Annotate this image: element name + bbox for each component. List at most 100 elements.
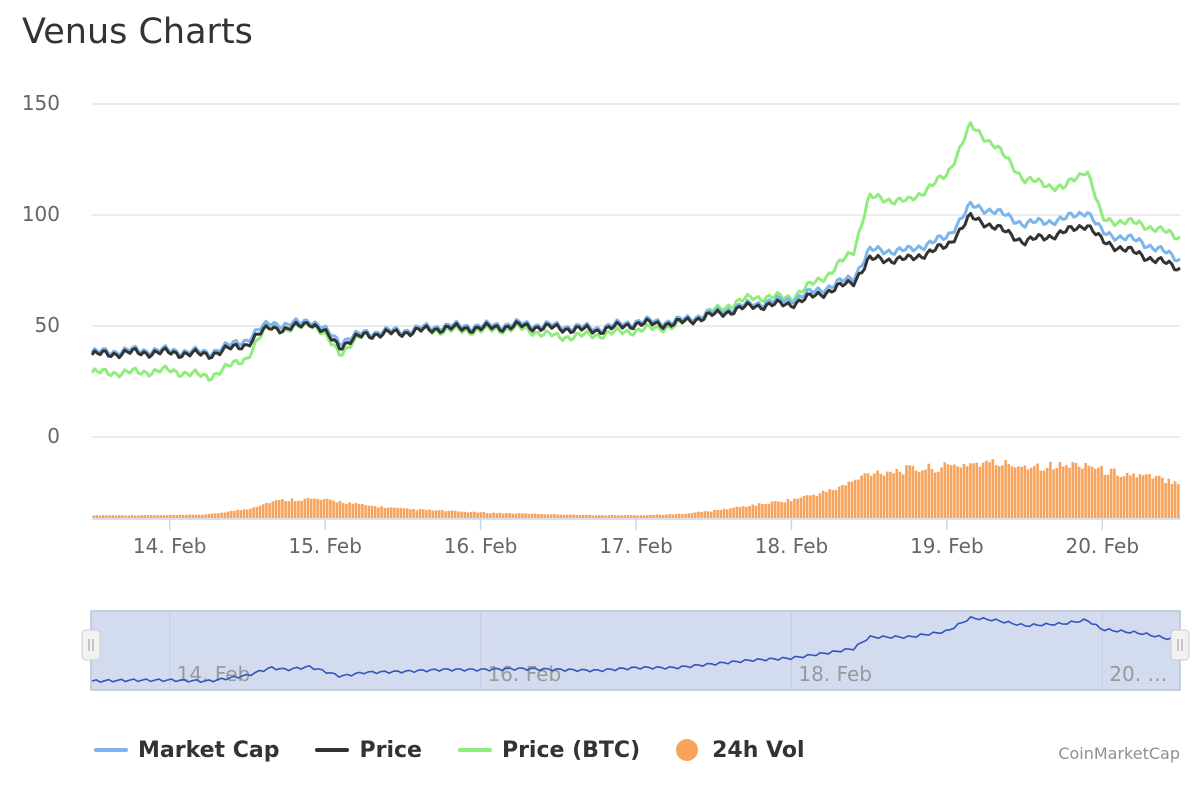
volume-bar bbox=[357, 503, 361, 518]
volume-bar bbox=[226, 511, 230, 518]
volume-bar bbox=[767, 503, 771, 518]
volume-bar bbox=[1036, 463, 1039, 518]
volume-bar bbox=[130, 515, 134, 518]
volume-bar bbox=[706, 511, 710, 518]
x-tick-label: 19. Feb bbox=[910, 534, 984, 558]
volume-bar bbox=[556, 514, 559, 518]
legend-item-24h-vol[interactable]: 24h Vol bbox=[676, 738, 805, 763]
volume-bar bbox=[1109, 468, 1113, 518]
volume-bar bbox=[322, 499, 326, 518]
x-axis: 14. Feb 15. Feb 16. Feb 17. Feb 18. Feb 19. F… bbox=[92, 518, 1180, 558]
legend-item-price-btc[interactable]: Price (BTC) bbox=[457, 738, 640, 763]
volume-bar bbox=[757, 503, 761, 518]
y-tick-label: 150 bbox=[22, 91, 60, 115]
volume-bars bbox=[92, 459, 1180, 518]
volume-bar bbox=[828, 488, 831, 518]
legend-circle-icon bbox=[676, 739, 699, 761]
volume-bar bbox=[1081, 468, 1084, 518]
volume-bar bbox=[735, 506, 739, 518]
volume-bar bbox=[402, 508, 406, 518]
volume-bar bbox=[1013, 467, 1017, 518]
legend-label: Price bbox=[359, 737, 422, 763]
volume-bar bbox=[303, 498, 307, 518]
x-tick-label: 20. Feb bbox=[1065, 534, 1139, 558]
volume-bar bbox=[674, 514, 678, 518]
volume-bar bbox=[457, 511, 460, 518]
volume-bar bbox=[117, 515, 121, 518]
volume-bar bbox=[725, 509, 729, 518]
volume-bar bbox=[930, 469, 934, 518]
volume-bar bbox=[649, 514, 652, 518]
volume-bar bbox=[1055, 468, 1059, 518]
volume-bar bbox=[261, 504, 265, 518]
volume-bar bbox=[434, 510, 438, 518]
series-line-price bbox=[90, 212, 1181, 360]
volume-bar bbox=[937, 471, 940, 518]
volume-bar bbox=[508, 513, 511, 518]
navigator-handle-left[interactable] bbox=[81, 629, 101, 661]
volume-bar bbox=[901, 474, 905, 518]
volume-bar bbox=[610, 515, 614, 518]
legend-item-market-cap[interactable]: Market Cap bbox=[94, 738, 279, 763]
volume-bar bbox=[639, 515, 643, 518]
volume-bar bbox=[153, 515, 156, 518]
volume-bar bbox=[940, 467, 943, 518]
volume-bar bbox=[1074, 462, 1078, 518]
volume-bar bbox=[863, 473, 867, 518]
volume-bar bbox=[594, 515, 598, 518]
volume-bar bbox=[636, 515, 639, 518]
volume-bar bbox=[1068, 467, 1071, 518]
volume-bar bbox=[1017, 466, 1020, 518]
volume-bar bbox=[335, 502, 339, 518]
y-axis-labels: 0 50 100 150 bbox=[22, 91, 60, 448]
legend-line-icon bbox=[94, 748, 128, 752]
volume-bar bbox=[895, 468, 899, 518]
volume-bar bbox=[1065, 465, 1068, 518]
volume-bar bbox=[281, 499, 284, 518]
credit-link[interactable]: CoinMarketCap bbox=[1058, 744, 1180, 763]
volume-bar bbox=[655, 514, 659, 518]
volume-bar bbox=[604, 515, 607, 518]
volume-bar bbox=[524, 513, 527, 518]
volume-bar bbox=[751, 504, 755, 518]
volume-bar bbox=[511, 513, 515, 518]
legend-line-icon bbox=[315, 748, 350, 752]
volume-bar bbox=[978, 466, 982, 518]
volume-bar bbox=[146, 515, 150, 518]
volume-bar bbox=[213, 513, 217, 518]
volume-bar bbox=[191, 514, 195, 518]
volume-bar bbox=[348, 502, 351, 518]
volume-bar bbox=[354, 502, 358, 518]
volume-bar bbox=[178, 514, 182, 518]
volume-bar bbox=[844, 485, 847, 518]
volume-bar bbox=[162, 515, 166, 518]
volume-bar bbox=[857, 479, 860, 518]
volume-bar bbox=[748, 506, 751, 518]
volume-bar bbox=[159, 515, 163, 518]
volume-bar bbox=[546, 514, 550, 518]
volume-bar bbox=[453, 510, 457, 518]
volume-bar bbox=[316, 499, 319, 518]
volume-bar bbox=[719, 510, 723, 518]
volume-bar bbox=[1052, 469, 1055, 518]
volume-bar bbox=[393, 507, 396, 518]
volume-bar bbox=[1049, 461, 1052, 518]
volume-bar bbox=[293, 501, 297, 518]
volume-bar bbox=[943, 462, 947, 518]
legend-item-price[interactable]: Price bbox=[315, 737, 422, 763]
volume-bar bbox=[444, 511, 447, 518]
volume-bar bbox=[399, 507, 403, 518]
navigator-handle-right[interactable] bbox=[1170, 629, 1190, 661]
volume-bar bbox=[245, 509, 249, 518]
volume-bar bbox=[383, 507, 387, 518]
volume-bar bbox=[338, 500, 342, 518]
volume-bar bbox=[645, 515, 649, 518]
volume-bar bbox=[693, 512, 697, 518]
volume-bar bbox=[249, 508, 252, 518]
volume-bar bbox=[1116, 475, 1119, 518]
volume-bar bbox=[956, 466, 959, 518]
volume-bar bbox=[626, 515, 630, 518]
price-series bbox=[90, 121, 1181, 382]
volume-bar bbox=[959, 467, 963, 518]
volume-bar bbox=[997, 466, 1001, 518]
